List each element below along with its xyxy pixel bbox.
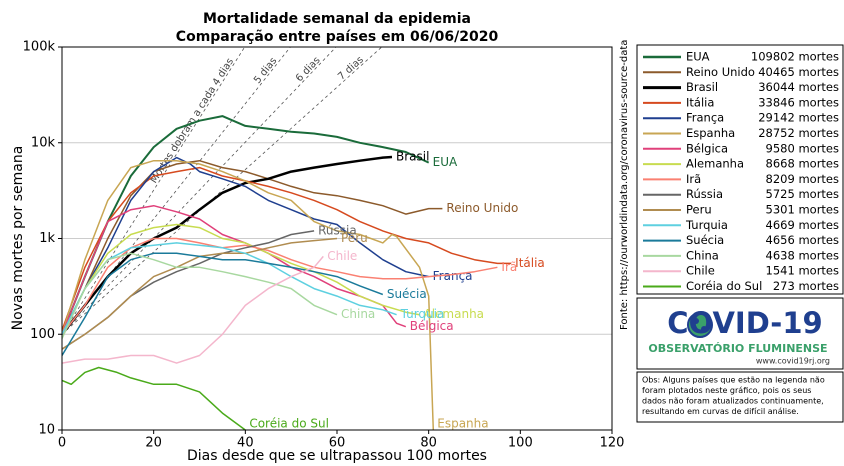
series-end-label: Irã <box>501 260 517 274</box>
legend-label: Peru <box>686 203 712 217</box>
legend-label: Rússia <box>686 187 723 201</box>
series-end-label: Turquia <box>400 307 445 321</box>
series-end-label: Reino Unido <box>446 201 518 215</box>
series-end-label: Rússia <box>318 223 357 237</box>
x-tick-label: 20 <box>145 436 162 451</box>
legend-deaths: 4656 mortes <box>766 233 839 247</box>
series-line <box>62 252 384 356</box>
legend-deaths: 36044 mortes <box>758 80 839 94</box>
legend-label: Espanha <box>686 126 735 140</box>
logo-title: COVID-19 <box>667 306 822 340</box>
legend-label: Itália <box>686 95 714 109</box>
y-tick-label: 10k <box>31 135 56 150</box>
series-end-label: Chile <box>327 249 357 263</box>
series-line <box>62 155 393 336</box>
x-axis-label: Dias desde que se ultrapassou 100 mortes <box>187 448 487 464</box>
legend-deaths: 8209 mortes <box>766 172 839 186</box>
x-tick-label: 60 <box>329 436 346 451</box>
series-line <box>62 115 430 335</box>
legend-label: Coréia do Sul <box>686 279 762 293</box>
series-line <box>62 166 512 331</box>
y-tick-label: 100k <box>23 40 56 55</box>
doubling-line <box>62 47 337 335</box>
series-line <box>62 366 246 430</box>
legend-deaths: 273 mortes <box>773 279 839 293</box>
note-box <box>636 371 844 423</box>
y-tick-label: 10 <box>38 423 55 438</box>
x-tick-label: 120 <box>600 436 625 451</box>
note: Obs: Alguns países que estão na legenda … <box>642 376 825 417</box>
legend-box <box>636 44 844 295</box>
legend-deaths: 4638 mortes <box>766 248 839 262</box>
series-end-label: Espanha <box>437 417 488 431</box>
series-end-label: Brasil <box>396 149 429 163</box>
legend-label: EUA <box>686 50 710 64</box>
plot-frame <box>61 46 613 431</box>
legend-label: Turquia <box>685 218 728 232</box>
series-line <box>62 252 338 339</box>
note-line: foram plotados neste gráfico, pois os se… <box>642 386 811 395</box>
logo-url: www.covid19rj.org <box>756 357 830 366</box>
series-end-label: Itália <box>515 256 545 270</box>
series-line <box>62 159 443 335</box>
series-line <box>62 156 429 335</box>
legend-label: Suécia <box>686 233 724 247</box>
x-tick-label: 40 <box>237 436 254 451</box>
series-line <box>62 255 324 364</box>
legend-label: Brasil <box>686 80 718 94</box>
legend-label: Alemanha <box>686 157 744 171</box>
y-axis-label: Novas mortes por semana <box>10 146 26 331</box>
legend-deaths: 1541 mortes <box>766 264 839 278</box>
legend-label: França <box>686 111 724 125</box>
series-end-label: Suécia <box>387 287 427 301</box>
series-line <box>62 223 420 335</box>
note-line: resultando em curvas de difícil análise. <box>642 407 799 416</box>
x-tick-label: 0 <box>58 436 66 451</box>
logo-subtitle: OBSERVATÓRIO FLUMINENSE <box>648 342 827 355</box>
legend-deaths: 109802 mortes <box>751 50 839 64</box>
legend-deaths: 40465 mortes <box>758 65 839 79</box>
chart-subtitle: Comparação entre países em 06/06/2020 <box>176 29 499 45</box>
legend-deaths: 29142 mortes <box>758 111 839 125</box>
doubling-line <box>62 47 246 335</box>
legend-deaths: 5301 mortes <box>766 203 839 217</box>
series-end-label: EUA <box>433 155 458 169</box>
legend-deaths: 8668 mortes <box>766 157 839 171</box>
series-end-label: Alemanha <box>424 307 485 321</box>
x-tick-label: 80 <box>420 436 437 451</box>
legend-label: China <box>686 248 719 262</box>
legend-deaths: 5725 mortes <box>766 187 839 201</box>
series-end-label: Bélgica <box>410 319 454 333</box>
legend-label: Irã <box>686 172 701 186</box>
series-line <box>62 237 498 335</box>
legend-deaths: 33846 mortes <box>758 95 839 109</box>
legend-deaths: 9580 mortes <box>766 141 839 155</box>
series-line <box>62 159 435 430</box>
x-tick-label: 100 <box>508 436 533 451</box>
note-line: Obs: Alguns países que estão na legenda … <box>642 376 825 385</box>
series-end-label: Peru <box>341 231 368 245</box>
y-tick-label: 1k <box>39 231 55 246</box>
legend-label: Bélgica <box>686 141 728 155</box>
legend-deaths: 4669 mortes <box>766 218 839 232</box>
logo-box <box>636 297 844 370</box>
chart-title: Mortalidade semanal da epidemia <box>203 11 471 27</box>
y-tick-label: 100 <box>30 327 55 342</box>
legend-label: Chile <box>686 264 715 278</box>
series-end-label: China <box>341 307 375 321</box>
note-line: dados não foram atualizados continuament… <box>642 397 824 406</box>
legend-deaths: 28752 mortes <box>758 126 839 140</box>
source: Fonte: https://ourworldindata.org/corona… <box>619 40 630 330</box>
logo-virus <box>687 312 713 338</box>
legend-label: Reino Unido <box>686 65 755 79</box>
series-end-label: Coréia do Sul <box>249 417 329 431</box>
series-line <box>62 242 397 335</box>
